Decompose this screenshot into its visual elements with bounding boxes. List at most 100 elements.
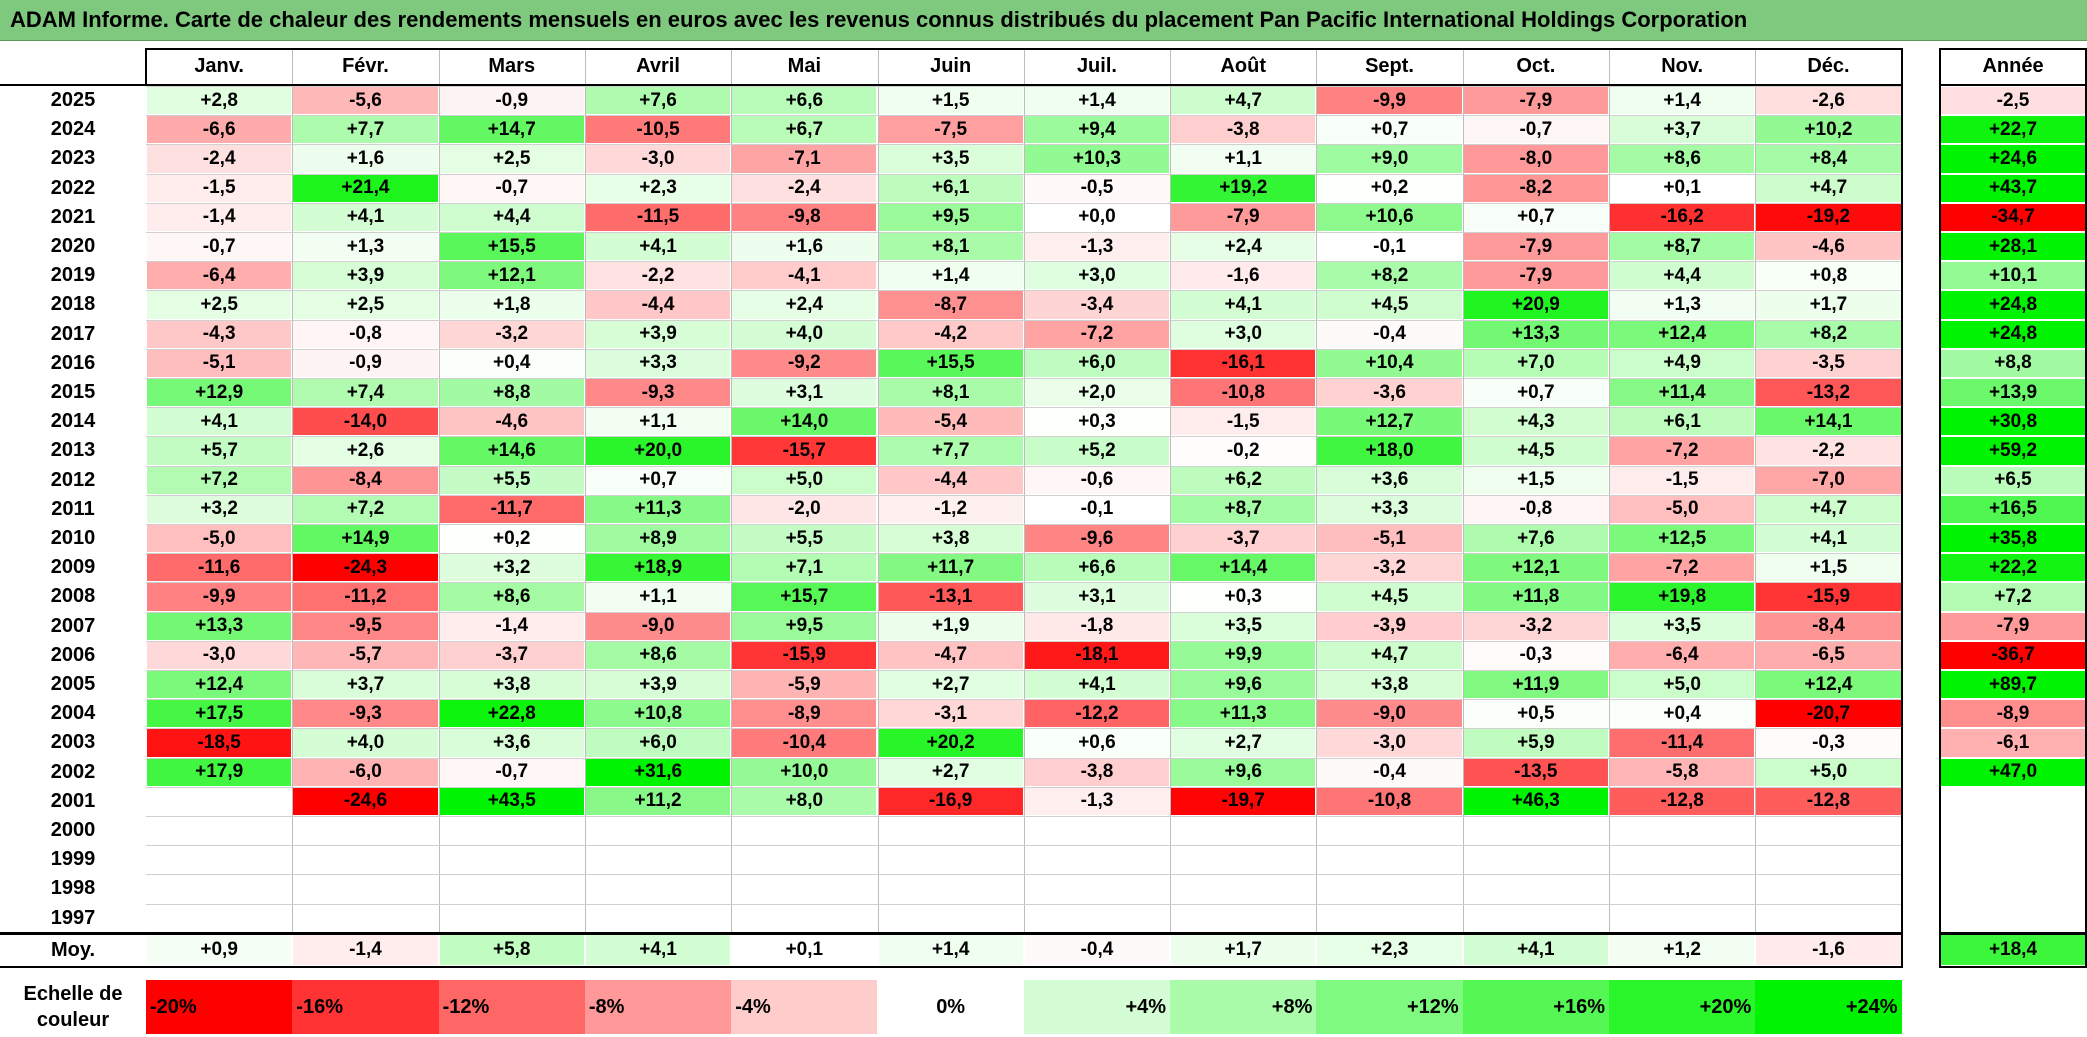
year-label: 1997 xyxy=(50,906,96,929)
heatmap-cell: +17,9 xyxy=(147,758,292,786)
heatmap-cell: -4,1 xyxy=(732,262,877,290)
heatmap-cell xyxy=(1463,817,1608,845)
heatmap-cell: -0,8 xyxy=(1463,495,1608,523)
heatmap-cell: -11,5 xyxy=(585,203,731,231)
heatmap-cell: -7,2 xyxy=(1024,320,1170,348)
heatmap-cell: -11,6 xyxy=(147,554,292,582)
heatmap-cell: +1,4 xyxy=(1024,87,1170,115)
color-scale-swatch: +24% xyxy=(1755,980,1902,1034)
annual-cell: +24,6 xyxy=(1941,145,2085,173)
heatmap-cell: +4,5 xyxy=(1317,291,1462,319)
heatmap-cell xyxy=(1024,846,1170,874)
grid-line-horizontal xyxy=(146,757,1902,759)
color-scale-swatch: +20% xyxy=(1609,980,1756,1034)
heatmap-cell: +1,3 xyxy=(1610,291,1755,319)
heatmap-cell: +4,4 xyxy=(1610,262,1755,290)
year-label: 2024 xyxy=(50,118,96,141)
heatmap-cell: +4,5 xyxy=(1317,583,1462,611)
heatmap-cell: +31,6 xyxy=(585,758,731,786)
heatmap-cell: +1,3 xyxy=(293,233,438,261)
grid-line-vertical xyxy=(1609,48,1610,933)
heatmap-cell: +11,2 xyxy=(585,787,731,815)
heatmap-cell: +10,0 xyxy=(732,758,877,786)
heatmap-cell: -1,3 xyxy=(1024,233,1170,261)
heatmap-cell: -1,5 xyxy=(1610,466,1755,494)
heatmap-cell: +3,3 xyxy=(1317,495,1462,523)
heatmap-cell: -13,2 xyxy=(1756,379,1901,407)
heatmap-cell xyxy=(732,904,877,932)
heatmap-cell: +2,5 xyxy=(147,291,292,319)
heatmap-cell: -13,5 xyxy=(1463,758,1608,786)
heatmap-cell: +5,9 xyxy=(1463,729,1608,757)
heatmap-cell: +6,0 xyxy=(1024,349,1170,377)
heatmap-cell: +0,2 xyxy=(439,525,584,553)
heatmap-cell xyxy=(1024,817,1170,845)
heatmap-cell: -5,1 xyxy=(1317,525,1462,553)
heatmap-cell: -4,4 xyxy=(585,291,731,319)
heatmap-cell xyxy=(1317,817,1462,845)
heatmap-cell: +12,4 xyxy=(1610,320,1755,348)
title-bar: ADAM Informe. Carte de chaleur des rende… xyxy=(0,0,2087,41)
heatmap-cell: +3,5 xyxy=(1171,612,1316,640)
heatmap-cell: -0,7 xyxy=(147,233,292,261)
color-scale-label: Echelle de couleur xyxy=(23,983,123,1031)
heatmap-cell: -4,6 xyxy=(1756,233,1901,261)
heatmap-cell xyxy=(1024,875,1170,903)
average-label: Moy. xyxy=(50,938,96,961)
heatmap-cell: +9,4 xyxy=(1024,116,1170,144)
heatmap-cell: -4,7 xyxy=(878,641,1023,669)
heatmap-cell: -0,1 xyxy=(1024,495,1170,523)
year-label: 2005 xyxy=(50,673,96,696)
heatmap-cell: -5,0 xyxy=(1610,495,1755,523)
heatmap-cell: +0,4 xyxy=(1610,700,1755,728)
heatmap-cell: +3,8 xyxy=(878,525,1023,553)
heatmap-cell: +3,8 xyxy=(439,671,584,699)
grid-line-vertical xyxy=(438,48,440,933)
heatmap-cell: +4,0 xyxy=(732,320,877,348)
heatmap-cell xyxy=(878,846,1023,874)
annual-cell: +43,7 xyxy=(1941,174,2085,202)
grid-line-horizontal xyxy=(146,728,1902,730)
heatmap-cell: +3,7 xyxy=(1610,116,1755,144)
annual-cell xyxy=(1941,904,2085,932)
heatmap-cell: -1,6 xyxy=(1171,262,1316,290)
heatmap-cell: +11,3 xyxy=(585,495,731,523)
grid-line-horizontal xyxy=(146,378,1902,379)
heatmap-cell: +7,6 xyxy=(585,87,731,115)
grid-line-vertical xyxy=(292,48,294,933)
heatmap-cell: -0,7 xyxy=(1463,116,1608,144)
heatmap-cell: +11,4 xyxy=(1610,379,1755,407)
heatmap-cell: -5,6 xyxy=(293,87,438,115)
heatmap-cell xyxy=(1317,904,1462,932)
heatmap-cell: +8,6 xyxy=(585,641,731,669)
month-header: Juil. xyxy=(1076,54,1117,77)
heatmap-cell: -9,0 xyxy=(585,612,731,640)
heatmap-cell: +3,1 xyxy=(732,379,877,407)
heatmap-cell: +5,0 xyxy=(1610,671,1755,699)
month-header: Mai xyxy=(787,54,821,77)
grid-line-horizontal xyxy=(146,524,1902,525)
heatmap-cell: -18,5 xyxy=(147,729,292,757)
heatmap-cell: +10,4 xyxy=(1317,349,1462,377)
heatmap-cell: +6,0 xyxy=(585,729,731,757)
year-label: 2013 xyxy=(50,439,96,462)
heatmap-cell: +10,2 xyxy=(1756,116,1901,144)
heatmap-cell: -0,1 xyxy=(1317,233,1462,261)
year-label: 2016 xyxy=(50,351,96,374)
month-header: Sept. xyxy=(1365,54,1414,77)
heatmap-cell: +3,2 xyxy=(147,495,292,523)
color-scale-swatch: -8% xyxy=(584,980,732,1034)
heatmap-cell: +4,0 xyxy=(293,729,438,757)
heatmap-cell: -7,9 xyxy=(1463,233,1608,261)
heatmap-cell: -0,4 xyxy=(1317,758,1462,786)
heatmap-cell: +1,6 xyxy=(293,145,438,173)
year-label: 2022 xyxy=(50,176,96,199)
heatmap-cell xyxy=(147,787,292,815)
annual-cell: +28,1 xyxy=(1941,233,2085,261)
heatmap-cell xyxy=(585,904,731,932)
heatmap-cell: +3,2 xyxy=(439,554,584,582)
heatmap-cell: -14,0 xyxy=(293,408,438,436)
heatmap-cell: +9,9 xyxy=(1171,641,1316,669)
heatmap-cell: +12,1 xyxy=(1463,554,1608,582)
heatmap-cell xyxy=(293,875,438,903)
